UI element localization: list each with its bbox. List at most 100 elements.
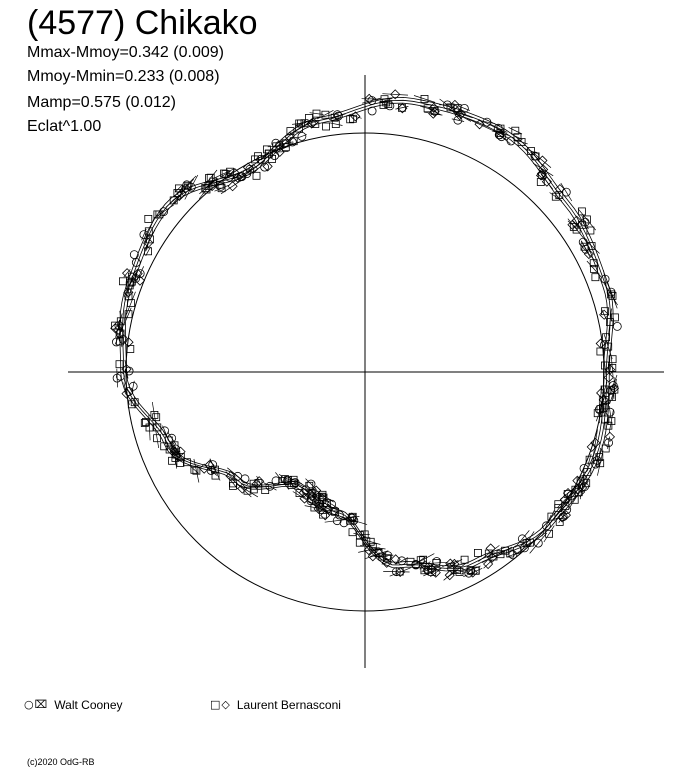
- data-point-xsquare: [379, 101, 388, 109]
- error-bar: [376, 555, 388, 558]
- data-point-circle: [600, 340, 609, 350]
- data-point-square: [278, 477, 287, 485]
- error-bar: [395, 106, 409, 110]
- error-bar: [144, 229, 156, 250]
- data-point-circle: [397, 556, 407, 566]
- data-point-diamond: [575, 486, 586, 497]
- legend-label: Laurent Bernasconi: [236, 698, 341, 712]
- data-point-circle: [332, 110, 342, 119]
- data-point-xsquare: [346, 516, 355, 525]
- data-point-circle: [605, 407, 615, 417]
- legend-symbol: □◇: [210, 698, 231, 711]
- data-point-xsquare: [601, 307, 609, 316]
- data-point-diamond: [572, 475, 583, 486]
- data-point-xsquare: [591, 273, 600, 282]
- error-bar: [446, 562, 468, 579]
- error-bar: [478, 545, 500, 562]
- data-point-circle: [497, 132, 506, 142]
- data-point-xsquare: [318, 490, 327, 499]
- data-point-xsquare: [496, 550, 505, 559]
- data-point-diamond: [599, 309, 610, 320]
- data-point-circle: [332, 516, 342, 526]
- data-point-xsquare: [144, 214, 153, 223]
- error-bar: [181, 178, 194, 193]
- data-point-circle: [608, 381, 618, 390]
- error-bar: [225, 471, 236, 481]
- data-point-diamond: [363, 544, 374, 556]
- error-bar: [478, 120, 496, 125]
- error-bar: [162, 425, 168, 437]
- data-point-diamond: [605, 364, 616, 375]
- data-point-square: [455, 568, 464, 576]
- data-point-diamond: [171, 450, 182, 461]
- data-point-xsquare: [420, 566, 429, 575]
- data-point-circle: [581, 244, 591, 254]
- model-curve-1: [122, 99, 611, 569]
- data-point-xsquare: [517, 138, 526, 146]
- data-point-circle: [537, 171, 547, 180]
- error-bar: [560, 486, 576, 500]
- error-bar: [609, 374, 618, 397]
- error-bar: [411, 553, 435, 567]
- data-point-square: [264, 149, 273, 158]
- error-bar: [442, 560, 459, 568]
- data-point-xsquare: [395, 567, 404, 576]
- stat-mmax-mmoy: Mmax-Mmoy=0.342 (0.009): [27, 44, 224, 61]
- data-point-xsquare: [383, 554, 391, 563]
- error-bar: [173, 447, 177, 469]
- data-point-circle: [240, 474, 250, 484]
- data-point-circle: [128, 381, 138, 391]
- data-point-square: [355, 538, 364, 547]
- data-point-square: [127, 277, 136, 286]
- data-point-circle: [216, 181, 226, 191]
- data-point-xsquare: [289, 137, 298, 146]
- data-point-square: [228, 481, 237, 490]
- error-bar: [349, 114, 362, 119]
- error-bar: [583, 238, 600, 254]
- error-bar: [141, 228, 147, 241]
- data-point-circle: [612, 321, 622, 331]
- error-bar: [177, 175, 197, 194]
- error-bar: [285, 475, 302, 484]
- error-bar: [278, 473, 297, 488]
- error-bar: [597, 447, 601, 467]
- data-point-diamond: [232, 172, 243, 183]
- error-bar: [515, 530, 530, 548]
- error-bar: [419, 561, 431, 570]
- data-point-circle: [124, 387, 134, 396]
- data-point-xsquare: [601, 361, 609, 370]
- data-point-xsquare: [397, 103, 406, 112]
- data-point-xsquare: [312, 109, 321, 118]
- light-curve: [119, 96, 614, 572]
- data-point-xsquare: [569, 222, 578, 231]
- error-bar: [483, 559, 493, 569]
- error-bar: [163, 431, 175, 450]
- chart-title: (4577) Chikako: [27, 4, 258, 42]
- data-point-xsquare: [305, 114, 313, 122]
- error-bar: [126, 291, 136, 315]
- data-point-circle: [260, 162, 270, 172]
- data-point-diamond: [428, 102, 439, 113]
- data-point-diamond: [176, 188, 187, 199]
- stat-mmoy-mmin: Mmoy-Mmin=0.233 (0.008): [27, 68, 220, 85]
- data-point-xsquare: [547, 512, 556, 521]
- error-bar: [145, 246, 151, 257]
- data-point-square: [254, 479, 263, 487]
- data-point-diamond: [603, 372, 614, 383]
- data-point-circle: [265, 481, 275, 491]
- data-point-square: [289, 475, 298, 484]
- data-point-square: [601, 444, 610, 453]
- data-point-square: [176, 458, 185, 467]
- legend-item-walt-cooney: ○⌧ Walt Cooney: [24, 697, 123, 713]
- data-point-diamond: [248, 163, 259, 175]
- error-bar: [143, 218, 155, 245]
- data-point-square: [170, 441, 179, 450]
- data-point-diamond: [487, 552, 498, 563]
- data-point-circle: [297, 131, 307, 141]
- data-point-diamond: [121, 364, 132, 375]
- data-point-square: [295, 124, 304, 133]
- error-bar: [560, 182, 573, 202]
- data-point-circle: [139, 230, 149, 240]
- data-point-square: [204, 182, 213, 190]
